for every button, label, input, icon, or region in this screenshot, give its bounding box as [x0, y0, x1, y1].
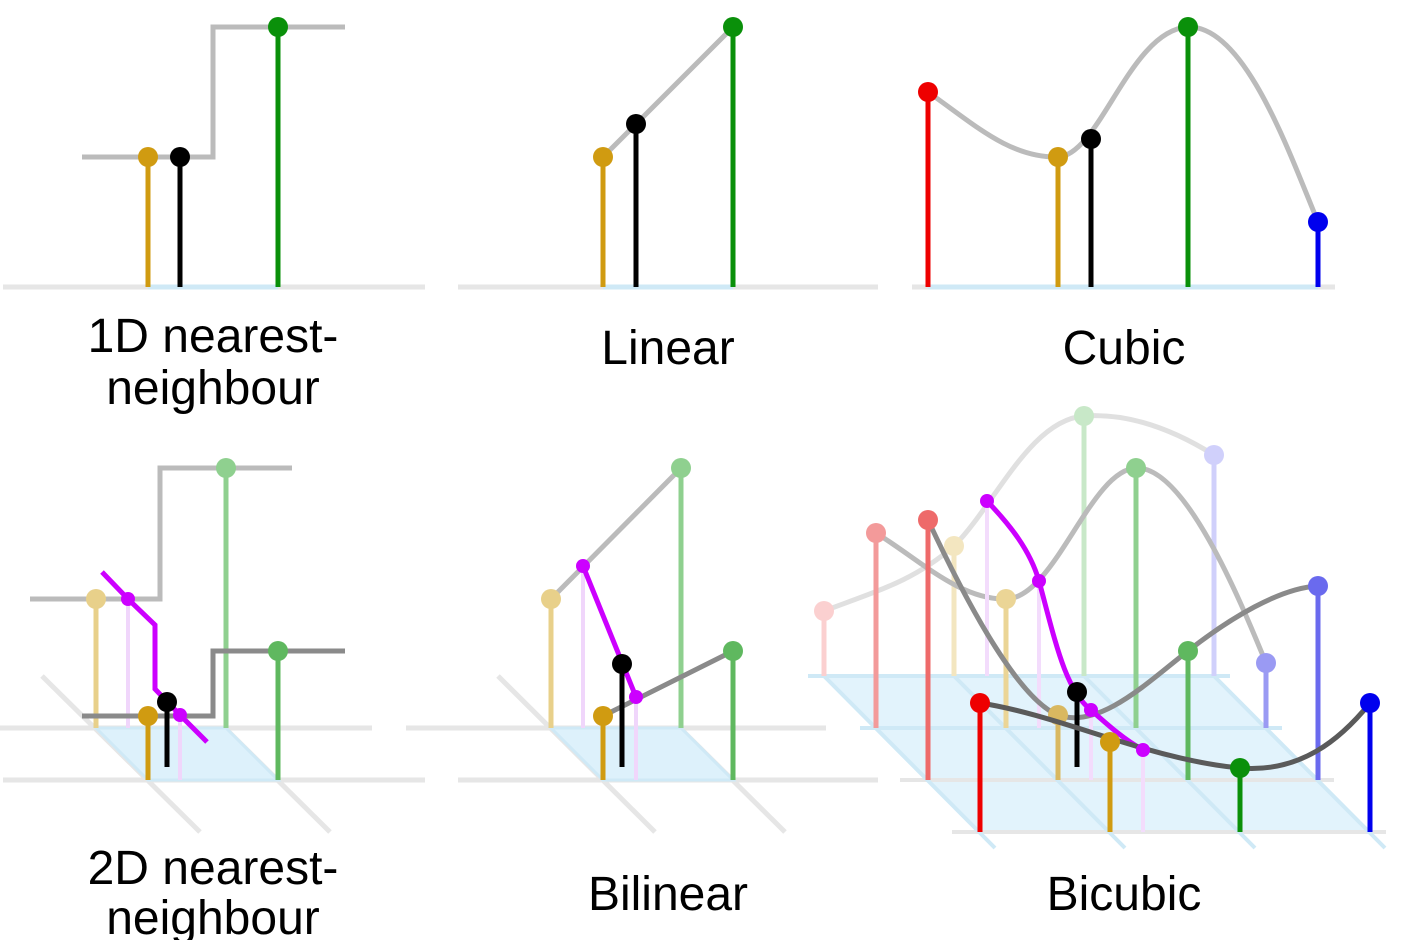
- row-curve-back: [823, 413, 1216, 614]
- sample-point-gold: [1048, 147, 1068, 167]
- interpolated-point: [170, 147, 190, 167]
- sample-point-green: [1230, 758, 1250, 778]
- sample-point-red: [970, 693, 990, 713]
- row-curve-2: [874, 465, 1269, 664]
- interpolated-point: [157, 692, 177, 712]
- sample-point-gold: [593, 706, 613, 726]
- caption: Bicubic: [1047, 868, 1202, 921]
- row3-point-green: [1178, 641, 1198, 661]
- sample-point-gold: [1100, 732, 1120, 752]
- intermediate-point: [629, 690, 643, 704]
- panel-nearest-2d: 2D nearest- neighbour: [0, 458, 425, 940]
- sample-point-green: [1178, 17, 1198, 37]
- interpolated-point: [1081, 129, 1101, 149]
- row2-point-red: [866, 523, 886, 543]
- grid-cell: [92, 726, 282, 782]
- interpolated-point: [612, 654, 632, 674]
- sample-point-blue: [1308, 212, 1328, 232]
- panel-bilinear: Bilinear: [406, 458, 878, 921]
- sample-point-green: [268, 17, 288, 37]
- panel-cubic: Cubic: [912, 17, 1335, 375]
- linear-curve: [601, 25, 735, 159]
- back-point-green: [216, 458, 236, 478]
- step-curve: [82, 24, 345, 160]
- sample-point-red: [918, 82, 938, 102]
- grid-line: [822, 674, 997, 850]
- back-point-gold: [944, 536, 964, 556]
- caption: Linear: [601, 322, 734, 375]
- sample-point-green: [723, 641, 743, 661]
- intermediate-point: [173, 708, 187, 722]
- panel-nearest-1d: 1D nearest- neighbour: [3, 17, 425, 415]
- intermediate-point: [121, 592, 135, 606]
- sample-point-blue: [1360, 693, 1380, 713]
- grid-cell: [547, 726, 737, 782]
- intermediate-point: [1136, 743, 1150, 757]
- back-point-gold: [86, 589, 106, 609]
- caption: Bilinear: [588, 868, 748, 921]
- front-linear-curve: [601, 648, 735, 719]
- caption-line-1: 1D nearest-: [88, 310, 339, 363]
- back-point-green: [671, 458, 691, 478]
- sample-point-green: [723, 17, 743, 37]
- intermediate-point: [1084, 703, 1098, 717]
- row3-point-red: [918, 510, 938, 530]
- back-point-blue: [1204, 445, 1224, 465]
- caption-line-1: 2D nearest-: [88, 842, 339, 895]
- intermediate-point: [980, 494, 994, 508]
- interpolated-point: [1067, 682, 1087, 702]
- grid-plane: [824, 676, 1370, 832]
- back-point-red: [814, 601, 834, 621]
- cubic-curve: [926, 24, 1321, 223]
- panel-bicubic: Bicubic: [808, 406, 1387, 921]
- back-linear-curve: [549, 466, 683, 601]
- caption-line-2: neighbour: [106, 892, 320, 940]
- caption: Cubic: [1063, 322, 1186, 375]
- sample-point-gold: [138, 147, 158, 167]
- intermediate-point: [576, 559, 590, 573]
- back-point-gold: [541, 589, 561, 609]
- row2-point-gold: [996, 589, 1016, 609]
- row-curve-3: [925, 518, 1319, 721]
- back-point-green: [1074, 406, 1094, 426]
- intermediate-curve: [580, 565, 639, 698]
- interpolated-point: [626, 114, 646, 134]
- panel-linear: Linear: [458, 17, 878, 375]
- row2-point-green: [1126, 458, 1146, 478]
- row3-point-blue: [1308, 576, 1328, 596]
- back-step-curve: [30, 465, 292, 602]
- front-step-curve: [82, 648, 345, 719]
- row2-point-blue: [1256, 653, 1276, 673]
- row-curve-front: [979, 700, 1372, 771]
- intermediate-point: [1032, 574, 1046, 588]
- caption-line-2: neighbour: [106, 362, 320, 415]
- sample-point-gold: [593, 147, 613, 167]
- sample-point-green: [268, 641, 288, 661]
- sample-point-gold: [138, 706, 158, 726]
- intermediate-curve: [985, 499, 1145, 753]
